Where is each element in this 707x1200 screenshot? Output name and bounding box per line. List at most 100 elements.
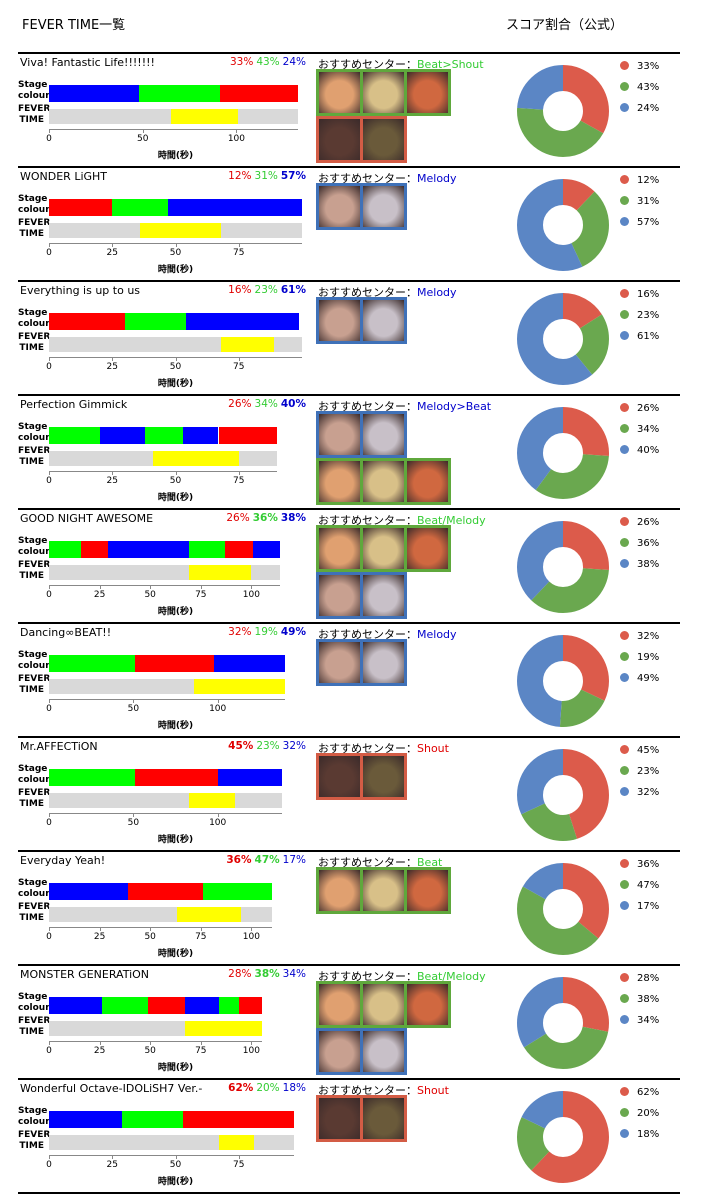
legend-value: 28%	[637, 973, 660, 984]
stage-segment-green	[49, 427, 100, 444]
legend-value: 49%	[637, 673, 660, 684]
score-percentages: 36% 47% 17%	[223, 854, 306, 866]
stage-segment-blue	[253, 541, 280, 558]
recommended-center-value: Beat/Melody	[417, 514, 486, 527]
legend-value: 24%	[637, 103, 660, 114]
x-tick-label: 50	[144, 1046, 156, 1056]
fever-time-label: FEVER TIME	[18, 902, 51, 923]
stage-segment-blue	[184, 997, 219, 1014]
legend-dot	[620, 1015, 629, 1024]
percent-melody: 61%	[280, 284, 306, 296]
x-tick	[49, 699, 50, 703]
legend-value: 45%	[637, 745, 660, 756]
fever-time-label: FEVER TIME	[18, 788, 51, 809]
legend-value: 33%	[637, 61, 660, 72]
legend-dot	[620, 517, 629, 526]
percent-beat: 38%	[254, 968, 280, 980]
legend-dot	[620, 331, 629, 340]
legend-dot	[620, 538, 629, 547]
x-tick	[112, 243, 114, 247]
legend-entry: 45%	[620, 745, 659, 756]
x-tick-label: 50	[169, 476, 182, 486]
percent-shout: 33%	[229, 56, 254, 68]
x-tick	[150, 585, 152, 589]
character-avatar	[319, 119, 360, 160]
character-avatar	[319, 642, 360, 683]
stage-colour-label: Stage colour	[18, 422, 50, 443]
stage-segment-blue	[214, 655, 286, 672]
stage-segment-blue	[185, 313, 300, 330]
legend-entry: 20%	[620, 1108, 659, 1119]
x-axis	[49, 699, 286, 700]
legend-entry: 18%	[620, 1129, 659, 1140]
x-tick	[238, 1155, 240, 1159]
character-avatar	[319, 1031, 360, 1072]
fever-time-bar	[152, 451, 239, 466]
score-donut-chart	[517, 293, 609, 385]
recommended-center-value: Beat/Melody	[417, 970, 486, 983]
donut-slice-melody	[517, 1091, 609, 1183]
legend-dot	[620, 103, 629, 112]
legend-value: 17%	[637, 901, 660, 912]
legend-entry: 31%	[620, 196, 659, 207]
donut-slice-melody	[517, 977, 609, 1069]
song-title: Mr.AFFECTiON	[20, 740, 98, 753]
legend-entry: 34%	[620, 424, 659, 435]
legend-entry: 43%	[620, 82, 659, 93]
percent-melody: 38%	[280, 512, 306, 524]
fever-time-bar	[188, 793, 235, 808]
legend-entry: 12%	[620, 175, 659, 186]
stage-segment-red	[135, 655, 215, 672]
x-tick-label: 0	[46, 476, 52, 486]
legend-entry: 57%	[620, 217, 659, 228]
fever-time-label: FEVER TIME	[18, 674, 51, 695]
character-avatar	[363, 300, 404, 341]
fever-time-label: FEVER TIME	[18, 104, 51, 125]
donut-slice-beat	[517, 293, 609, 385]
stage-segment-blue	[49, 1111, 123, 1128]
score-percentages: 12% 31% 57%	[225, 170, 306, 182]
legend-dot	[620, 196, 629, 205]
x-axis-label: 時間(秒)	[157, 265, 194, 275]
recommended-center-prefix: おすすめセンター：	[318, 742, 417, 755]
score-percentages: 62% 20% 18%	[225, 1082, 306, 1094]
stage-segment-blue	[217, 769, 282, 786]
percent-shout: 28%	[228, 968, 252, 980]
recommended-center-prefix: おすすめセンター：	[318, 286, 417, 299]
fever-time-bar	[140, 223, 222, 238]
percent-shout: 36%	[226, 854, 252, 866]
stage-colour-label: Stage colour	[18, 194, 50, 215]
legend-dot	[620, 631, 629, 640]
legend-entry: 33%	[620, 61, 659, 72]
character-avatar	[363, 186, 404, 227]
x-tick-label: 50	[169, 1160, 182, 1170]
x-tick	[49, 129, 50, 133]
x-tick-label: 25	[106, 476, 118, 486]
legend-value: 23%	[637, 310, 660, 321]
x-tick-label: 50	[169, 248, 182, 258]
character-avatar	[363, 870, 404, 911]
recommended-center-value: Shout	[417, 1084, 449, 1097]
character-avatar	[319, 756, 360, 797]
legend-value: 36%	[637, 859, 660, 870]
donut-slice-melody	[517, 521, 609, 613]
stage-segment-red	[49, 313, 125, 330]
legend-dot	[620, 559, 629, 568]
stage-colour-label: Stage colour	[18, 878, 50, 899]
song-row: Wonderful Octave-IDOLiSH7 Ver.- 62% 20% 18%…	[18, 1078, 680, 1194]
recommended-center-prefix: おすすめセンター：	[318, 58, 417, 71]
x-tick-label: 25	[93, 932, 106, 942]
recommended-center: おすすめセンター：Shout	[318, 740, 449, 756]
x-tick-label: 100	[242, 932, 260, 942]
legend-dot	[620, 403, 629, 412]
center-avatar-group	[316, 753, 407, 800]
character-avatar	[363, 642, 404, 683]
percent-beat: 43%	[256, 56, 280, 68]
percent-melody: 32%	[282, 740, 306, 752]
legend-value: 19%	[637, 652, 660, 663]
x-axis-label: 時間(秒)	[157, 721, 194, 731]
fever-time-label: FEVER TIME	[18, 1130, 51, 1151]
legend-value: 43%	[637, 82, 660, 93]
character-avatar	[319, 984, 360, 1025]
x-axis-label: 時間(秒)	[157, 379, 194, 389]
